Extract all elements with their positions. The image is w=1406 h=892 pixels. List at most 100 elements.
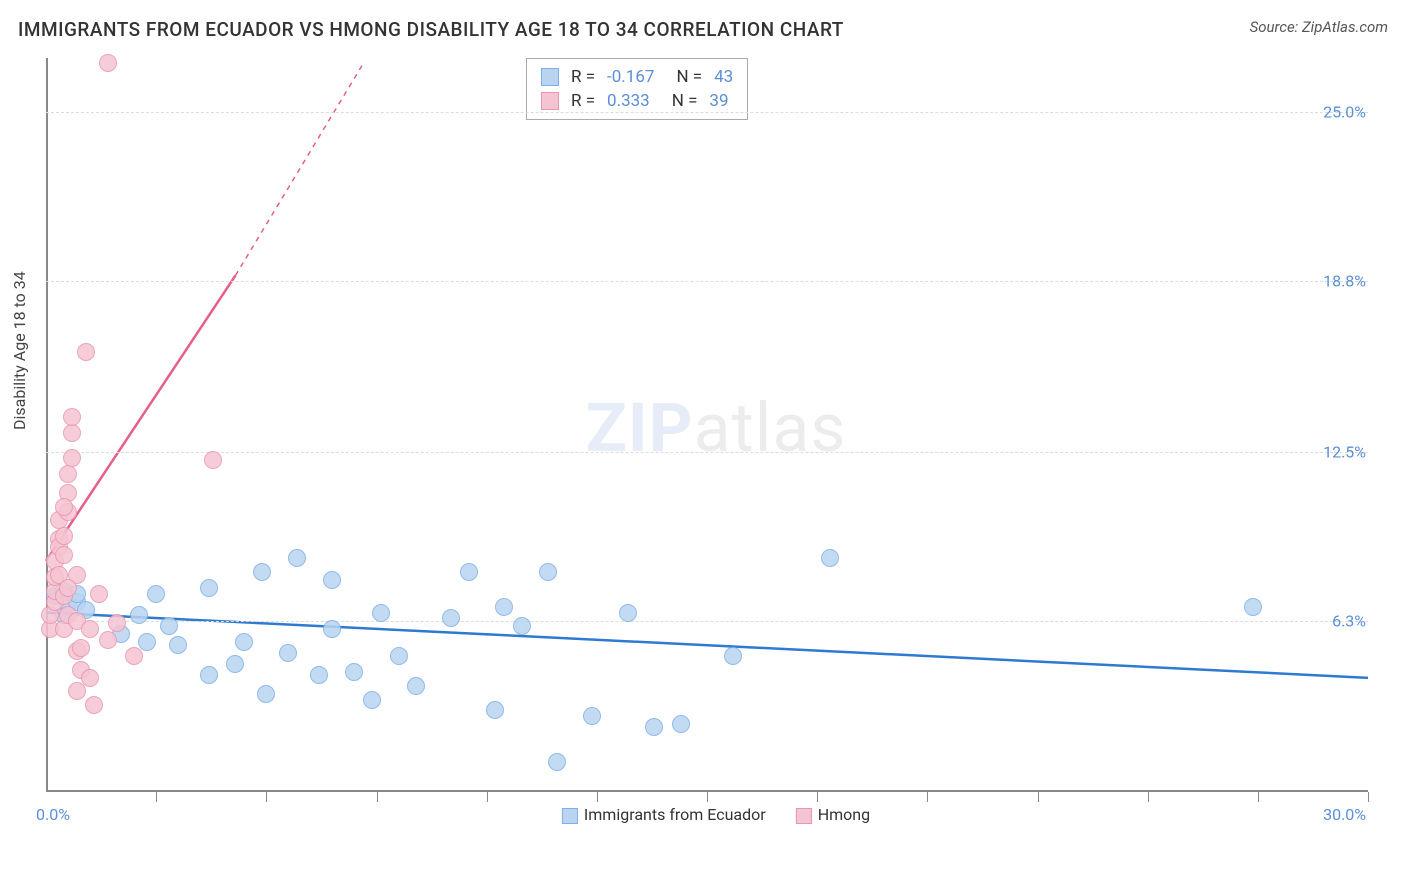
data-point — [55, 527, 73, 545]
gridline-label: 25.0% — [1323, 103, 1366, 122]
data-point — [235, 633, 253, 651]
legend-label: Immigrants from Ecuador — [584, 805, 766, 824]
gridline — [46, 452, 1368, 453]
chart-source: Source: ZipAtlas.com — [1250, 18, 1388, 41]
correlation-stat-box: R = -0.167 N = 43 R = 0.333 N = 39 — [526, 58, 748, 120]
data-point — [548, 753, 566, 771]
data-point — [583, 707, 601, 725]
data-point — [99, 54, 117, 72]
data-point — [345, 663, 363, 681]
data-point — [288, 549, 306, 567]
data-point — [226, 655, 244, 673]
data-point — [672, 715, 690, 733]
data-point — [539, 563, 557, 581]
y-axis-label: Disability Age 18 to 34 — [10, 271, 29, 430]
data-point — [63, 424, 81, 442]
data-point — [486, 701, 504, 719]
x-tick — [707, 792, 708, 802]
legend-item: Immigrants from Ecuador — [562, 805, 766, 824]
stat-row: R = 0.333 N = 39 — [541, 89, 733, 113]
data-point — [513, 617, 531, 635]
x-tick — [1258, 792, 1259, 802]
data-point — [645, 718, 663, 736]
stat-n-label: N = — [676, 67, 702, 87]
data-point — [108, 614, 126, 632]
gridline — [46, 621, 1368, 622]
data-point — [257, 685, 275, 703]
data-point — [310, 666, 328, 684]
x-tick — [927, 792, 928, 802]
legend-swatch — [541, 68, 559, 86]
data-point — [495, 598, 513, 616]
data-point — [138, 633, 156, 651]
stat-n-value: 43 — [714, 67, 733, 87]
legend-item: Hmong — [796, 805, 870, 824]
stat-row: R = -0.167 N = 43 — [541, 65, 733, 89]
data-point — [147, 585, 165, 603]
x-tick — [266, 792, 267, 802]
x-tick — [487, 792, 488, 802]
data-point — [253, 563, 271, 581]
data-point — [363, 691, 381, 709]
data-point — [407, 677, 425, 695]
chart-title: IMMIGRANTS FROM ECUADOR VS HMONG DISABIL… — [18, 18, 844, 41]
x-tick — [597, 792, 598, 802]
data-point — [821, 549, 839, 567]
stat-r-label: R = — [571, 67, 595, 87]
legend: Immigrants from Ecuador Hmong — [562, 805, 870, 824]
data-point — [200, 579, 218, 597]
x-tick — [1148, 792, 1149, 802]
data-point — [1244, 598, 1262, 616]
data-point — [724, 647, 742, 665]
data-point — [99, 631, 117, 649]
data-point — [55, 546, 73, 564]
x-axis-min-label: 0.0% — [36, 805, 70, 824]
data-point — [460, 563, 478, 581]
data-point — [279, 644, 297, 662]
gridline-label: 12.5% — [1323, 443, 1366, 462]
stat-r-value: -0.167 — [607, 67, 654, 87]
stat-n-value: 39 — [709, 91, 728, 111]
data-point — [619, 604, 637, 622]
data-point — [63, 408, 81, 426]
legend-label: Hmong — [818, 805, 870, 824]
legend-swatch — [796, 808, 812, 824]
data-point — [85, 696, 103, 714]
legend-swatch — [541, 92, 559, 110]
data-point — [81, 669, 99, 687]
stat-n-label: N = — [672, 91, 698, 111]
data-point — [81, 620, 99, 638]
y-axis-line — [46, 58, 48, 792]
trend-lines — [46, 58, 1386, 828]
data-point — [68, 682, 86, 700]
data-point — [372, 604, 390, 622]
data-point — [59, 579, 77, 597]
stat-r-label: R = — [571, 91, 595, 111]
data-point — [200, 666, 218, 684]
legend-swatch — [562, 808, 578, 824]
x-tick — [817, 792, 818, 802]
x-axis-max-label: 30.0% — [1323, 805, 1366, 824]
x-tick — [156, 792, 157, 802]
gridline-label: 6.3% — [1332, 611, 1366, 630]
gridline-label: 18.8% — [1323, 271, 1366, 290]
x-tick — [1368, 792, 1369, 802]
data-point — [59, 465, 77, 483]
data-point — [204, 451, 222, 469]
data-point — [390, 647, 408, 665]
data-point — [72, 639, 90, 657]
data-point — [77, 343, 95, 361]
data-point — [125, 647, 143, 665]
data-point — [169, 636, 187, 654]
chart-header: IMMIGRANTS FROM ECUADOR VS HMONG DISABIL… — [18, 18, 1388, 41]
data-point — [323, 620, 341, 638]
data-point — [442, 609, 460, 627]
stat-r-value: 0.333 — [607, 91, 650, 111]
data-point — [160, 617, 178, 635]
gridline — [46, 112, 1368, 113]
data-point — [55, 498, 73, 516]
watermark: ZIPatlas — [586, 388, 847, 468]
data-point — [90, 585, 108, 603]
x-tick — [377, 792, 378, 802]
scatter-plot: ZIPatlas R =-0.167N =43R =0.333N =39 0.0… — [46, 58, 1386, 828]
